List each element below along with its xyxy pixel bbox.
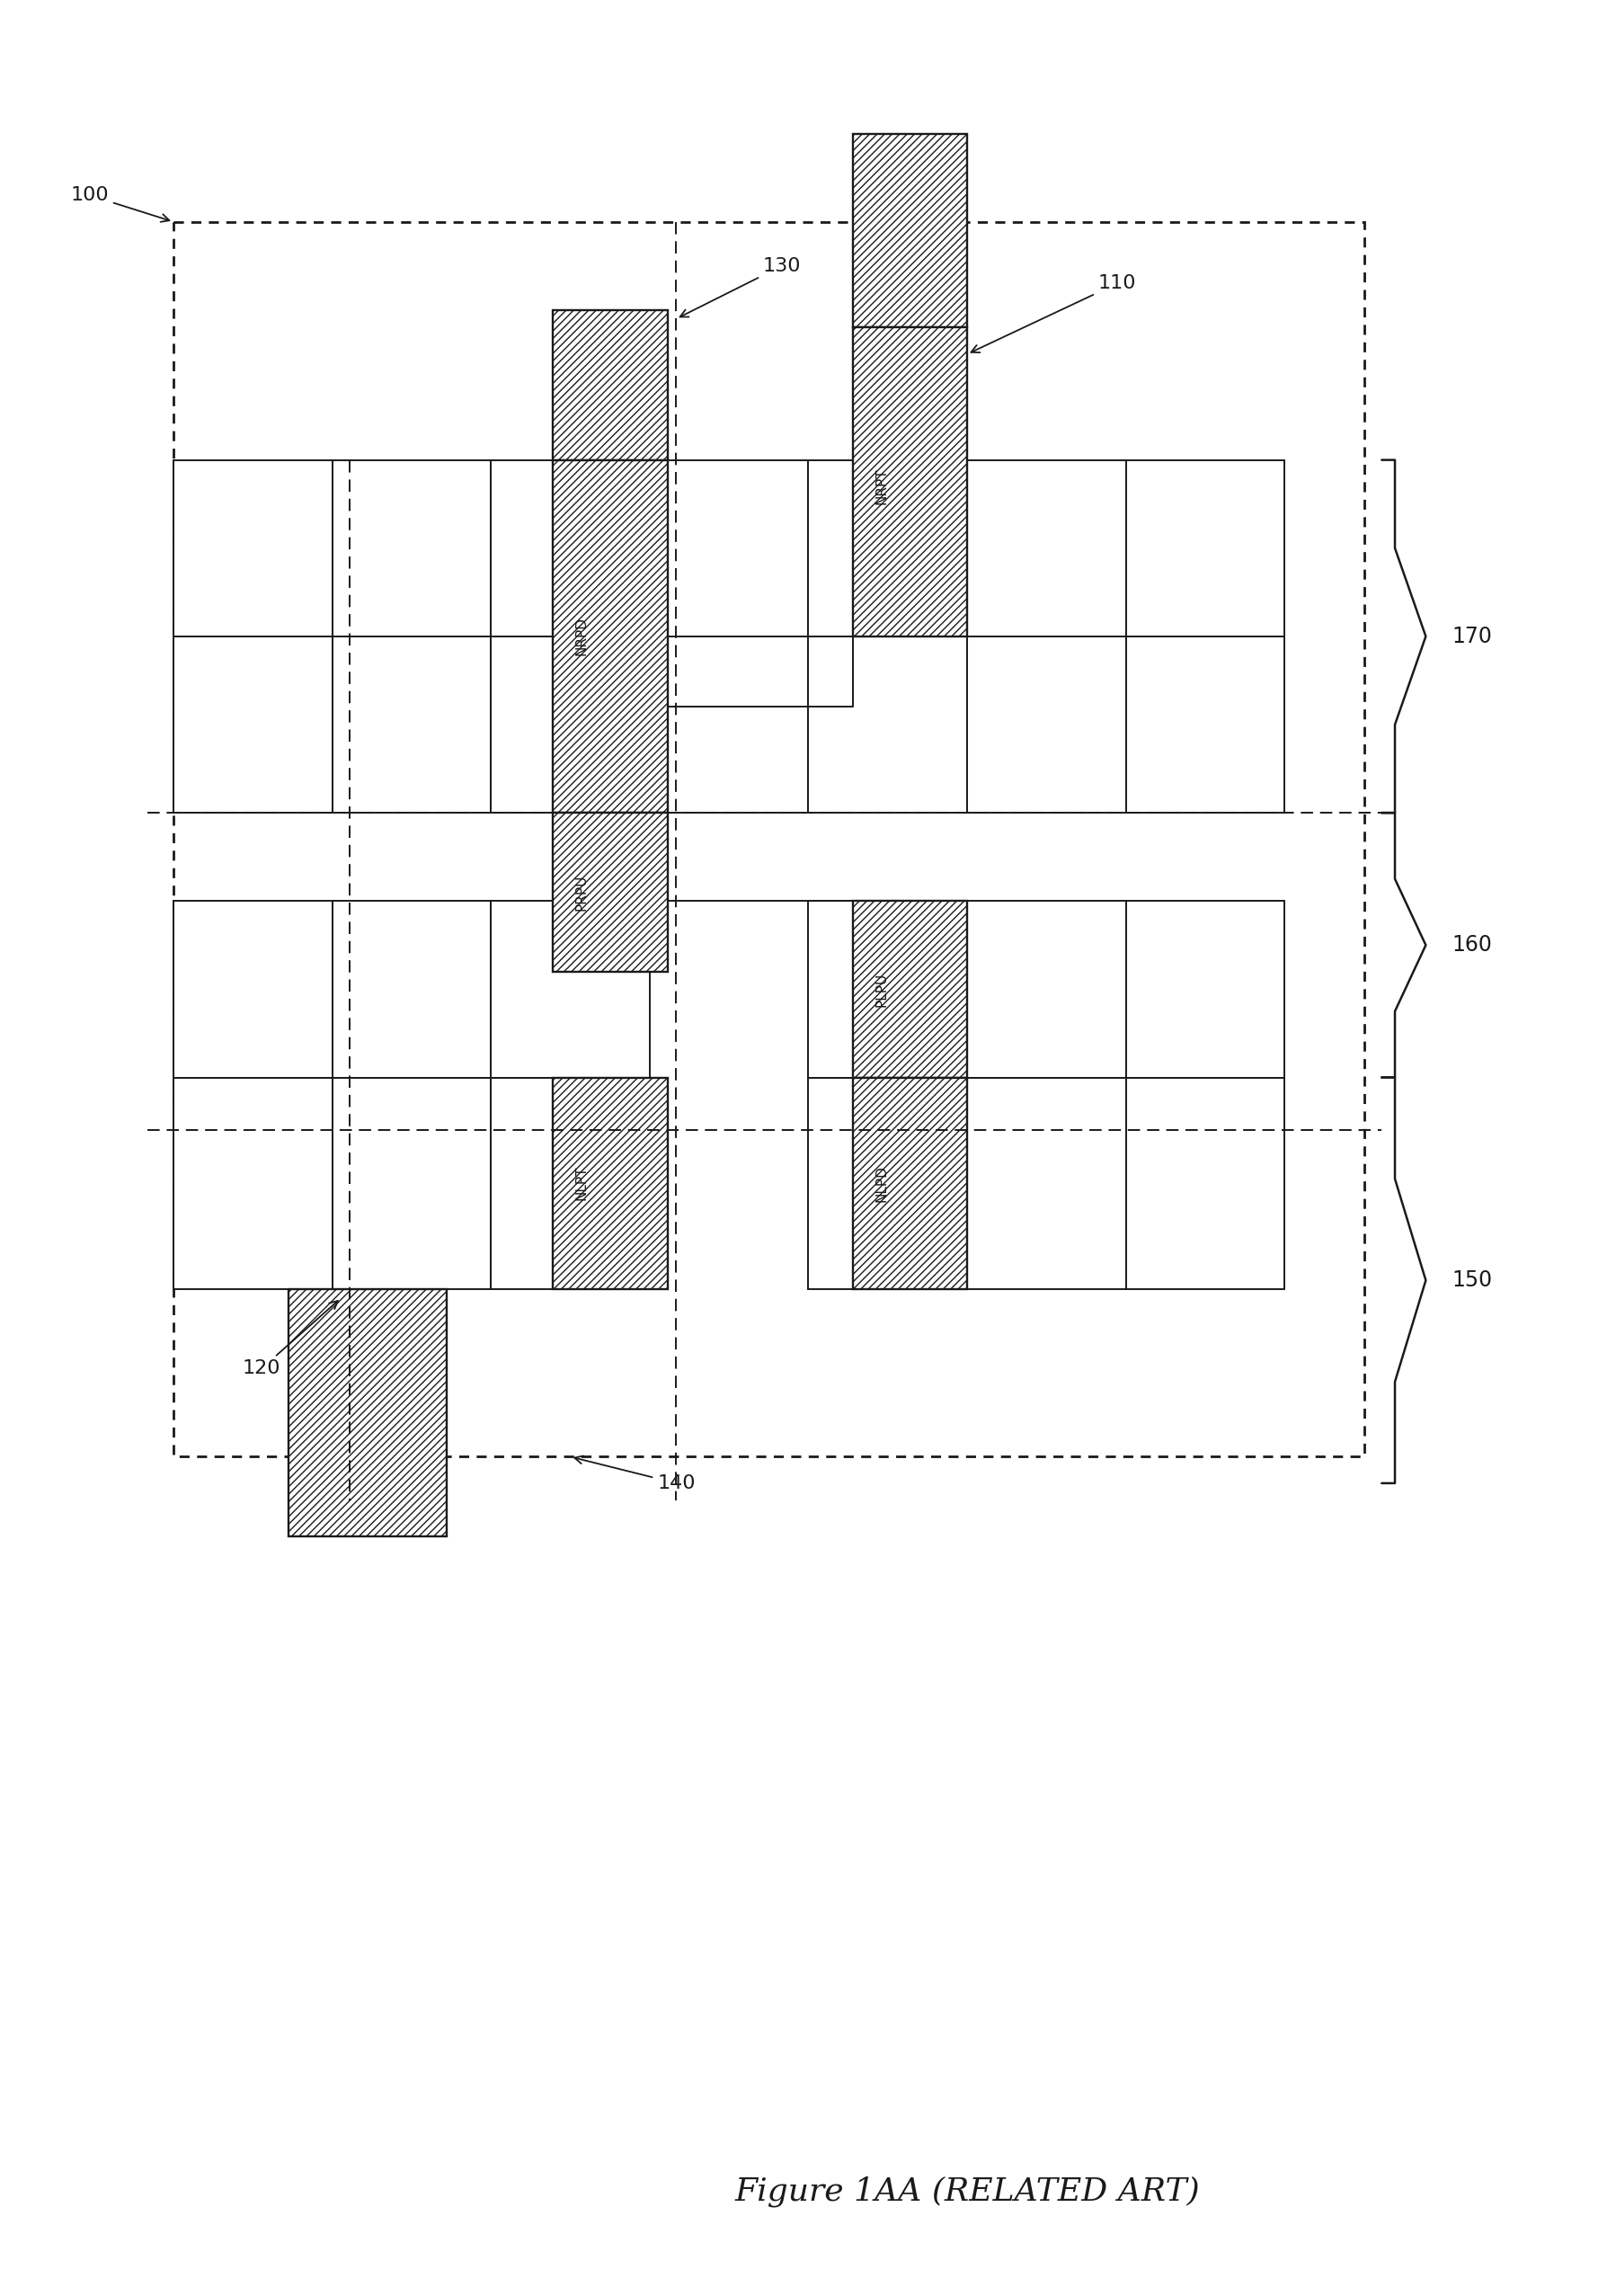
Bar — [650, 636, 808, 813]
Bar — [1125, 1077, 1285, 1288]
Text: 150: 150 — [1451, 1270, 1492, 1290]
Text: 110: 110 — [971, 276, 1136, 354]
Bar — [1125, 459, 1285, 636]
Text: 120: 120 — [242, 1302, 338, 1378]
Bar — [491, 459, 650, 636]
Bar — [173, 223, 1364, 1456]
Bar — [553, 1077, 667, 1288]
Bar — [331, 1077, 491, 1288]
Bar — [808, 636, 966, 813]
Bar — [808, 1077, 966, 1288]
Text: Figure 1AA (RELATED ART): Figure 1AA (RELATED ART) — [734, 2177, 1199, 2206]
Bar — [553, 310, 667, 459]
Bar — [491, 900, 650, 1077]
Bar — [852, 133, 966, 328]
Text: PLPU: PLPU — [874, 971, 887, 1006]
Text: PRPU: PRPU — [574, 875, 588, 909]
Bar — [331, 900, 491, 1077]
Text: 130: 130 — [680, 257, 800, 317]
Bar — [650, 459, 808, 636]
Bar — [852, 900, 966, 1077]
Bar — [331, 636, 491, 813]
Bar — [173, 1077, 331, 1288]
Bar — [173, 900, 331, 1077]
Text: 160: 160 — [1451, 934, 1492, 955]
Bar — [966, 459, 1125, 636]
Bar — [852, 328, 966, 636]
Text: NRPT: NRPT — [874, 468, 887, 505]
Bar — [1125, 636, 1285, 813]
Bar — [966, 636, 1125, 813]
Bar — [1125, 900, 1285, 1077]
Text: 170: 170 — [1451, 625, 1492, 647]
Text: 140: 140 — [574, 1456, 695, 1492]
Bar — [553, 459, 667, 813]
Bar — [491, 1077, 650, 1288]
Bar — [808, 900, 966, 1077]
Bar — [173, 459, 331, 636]
Bar — [491, 636, 650, 813]
Bar — [966, 900, 1125, 1077]
Text: 100: 100 — [71, 186, 170, 223]
Bar — [966, 1077, 1125, 1288]
Text: NLPD: NLPD — [874, 1164, 887, 1201]
Bar — [808, 459, 966, 636]
Bar — [553, 813, 667, 971]
Bar — [288, 1288, 446, 1536]
Text: NLPT: NLPT — [574, 1166, 588, 1201]
Bar — [173, 636, 331, 813]
Bar — [331, 459, 491, 636]
Bar — [852, 1077, 966, 1288]
Text: NRPD: NRPD — [574, 618, 588, 657]
